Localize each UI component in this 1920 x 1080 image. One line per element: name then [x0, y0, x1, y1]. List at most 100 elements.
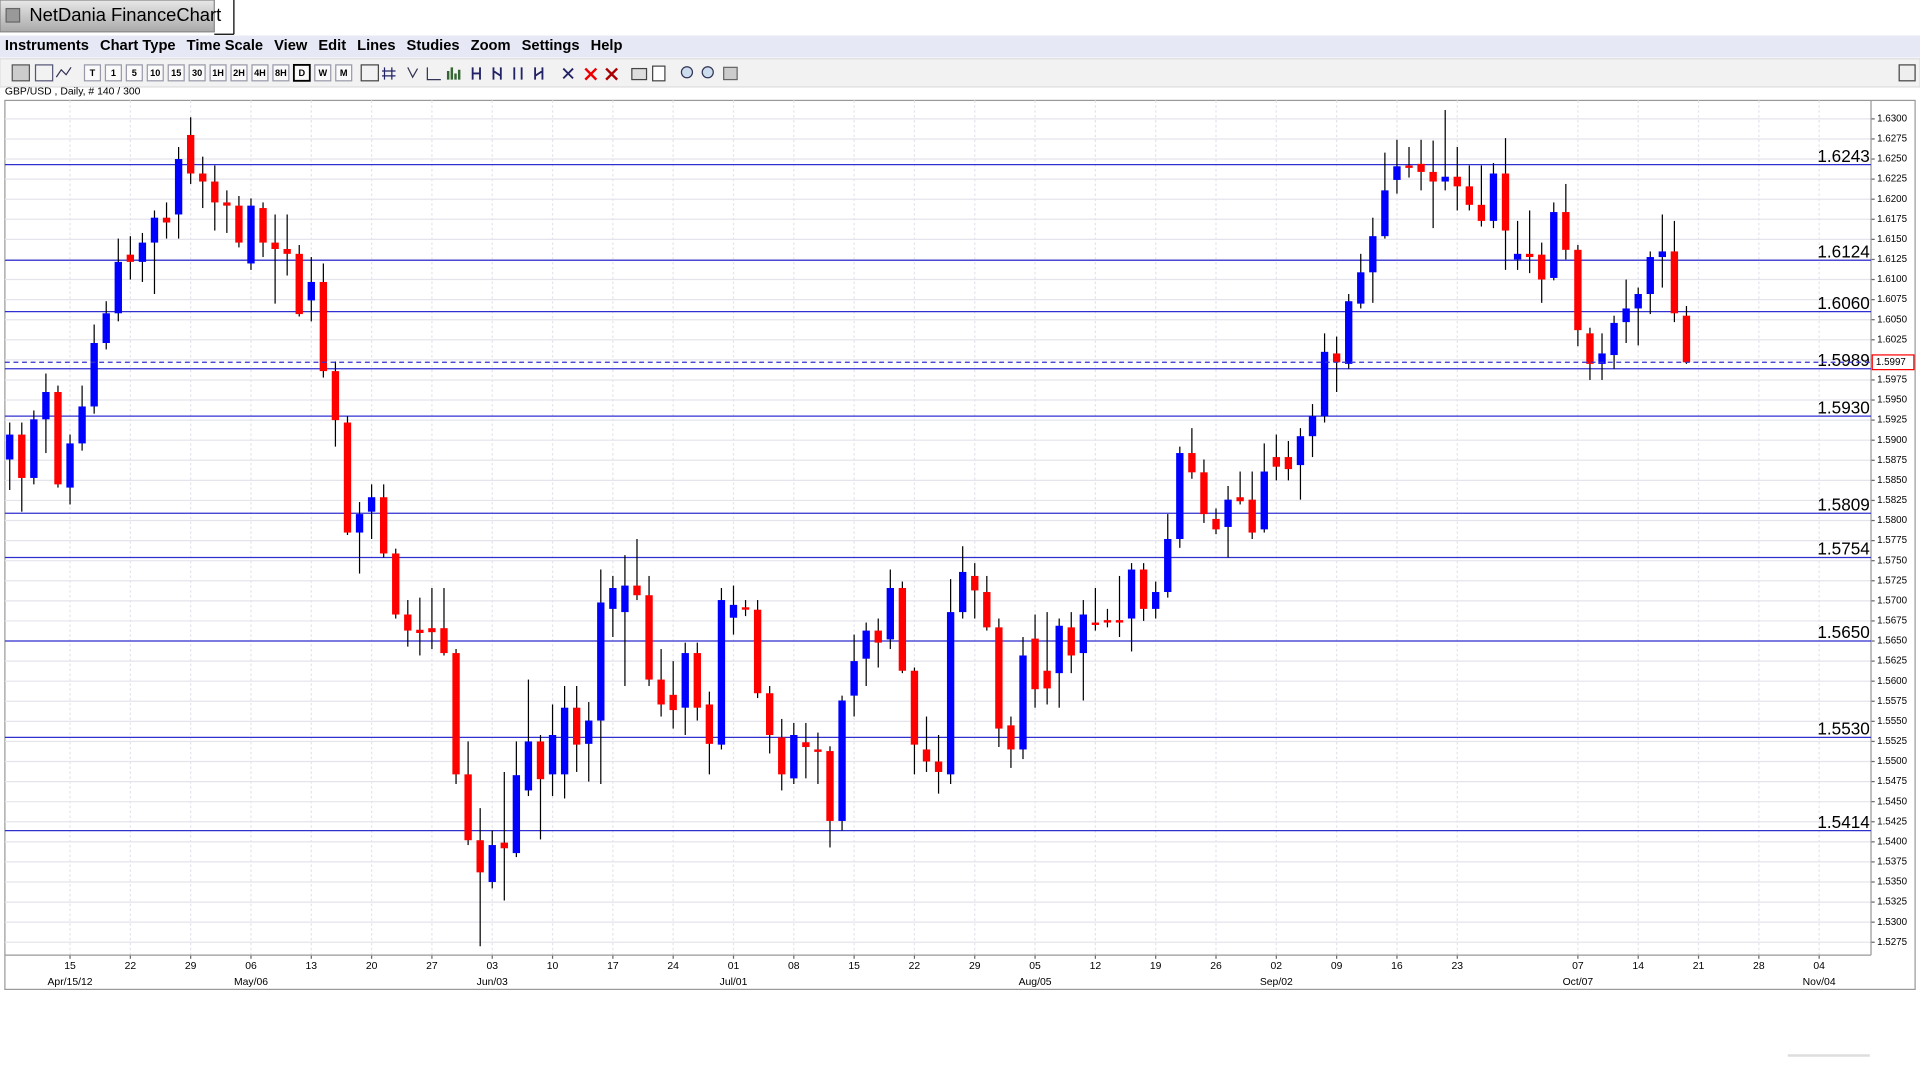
timeframe-button[interactable]: [251, 64, 269, 82]
icon-panel[interactable]: [1898, 64, 1916, 82]
candle-body: [30, 419, 38, 478]
icon-preview[interactable]: [652, 65, 666, 82]
candle-body: [633, 585, 641, 596]
candle-body: [1248, 499, 1256, 533]
candle-body: [1670, 251, 1679, 314]
candle-body: [66, 443, 74, 488]
menu-item[interactable]: Lines: [357, 38, 395, 54]
timeframe-button[interactable]: [272, 64, 290, 82]
x-tick-label: 29: [185, 961, 197, 972]
menu-item[interactable]: Chart Type: [100, 38, 176, 54]
icon-studies[interactable]: [471, 67, 544, 80]
icon-zoom-out[interactable]: [701, 66, 714, 79]
candle-body: [1188, 453, 1196, 473]
x-tick-label: 05: [1029, 961, 1041, 972]
x-date-label: Apr/15/12: [48, 977, 93, 988]
y-tick-label: 1.6025: [1877, 334, 1907, 345]
menu-item[interactable]: Settings: [522, 38, 580, 54]
x-tick-label: 28: [1753, 961, 1765, 972]
candle-body: [705, 704, 714, 744]
menu-item[interactable]: Zoom: [471, 38, 511, 54]
icon-delete[interactable]: [584, 67, 598, 81]
candle-body: [802, 742, 810, 748]
timeframe-label: 30: [192, 68, 202, 78]
timeframe-button[interactable]: [167, 64, 185, 82]
timeframe-label: T: [90, 68, 96, 78]
level-label: 1.5650: [1817, 622, 1869, 642]
x-tick-label: 17: [607, 961, 619, 972]
candle-body: [392, 553, 400, 615]
y-tick-label: 1.5650: [1877, 636, 1907, 647]
icon-tool[interactable]: [562, 67, 574, 80]
x-tick-label: 16: [1391, 961, 1403, 972]
candle-body: [1236, 497, 1244, 502]
candle-body: [946, 612, 955, 775]
icon-crosshair[interactable]: [360, 64, 379, 82]
title-tab[interactable]: [0, 0, 215, 33]
timeframe-button[interactable]: [314, 64, 332, 82]
candle-body: [1574, 249, 1582, 331]
y-tick-label: 1.5850: [1877, 475, 1907, 486]
candle-body: [1393, 166, 1401, 180]
menu-item[interactable]: Studies: [407, 38, 460, 54]
candle-body: [1164, 539, 1172, 593]
icon-delete-all[interactable]: [605, 67, 619, 81]
icon-axis[interactable]: [426, 67, 441, 81]
icon-zoom-in[interactable]: [680, 66, 694, 79]
x-tick-label: 07: [1572, 961, 1584, 972]
y-tick-label: 1.5325: [1877, 897, 1907, 908]
icon-volume[interactable]: [446, 67, 461, 80]
candle-body: [536, 741, 545, 780]
candle-body: [1127, 569, 1136, 619]
timeframe-label: D: [299, 68, 306, 78]
menu-item[interactable]: Time Scale: [187, 38, 263, 54]
candle-body: [1369, 236, 1377, 273]
candle-body: [862, 630, 870, 659]
candle-body: [1405, 165, 1413, 168]
icon-grid[interactable]: [382, 67, 396, 80]
x-tick-label: 15: [848, 961, 860, 972]
candle-body: [959, 571, 967, 613]
candle-body: [114, 261, 122, 314]
candle-body: [247, 205, 255, 264]
candle-body: [1357, 272, 1365, 304]
menu-bar: [0, 35, 1920, 58]
icon-bars[interactable]: [34, 64, 54, 82]
candle-body: [42, 392, 50, 420]
icon-reset[interactable]: [723, 66, 738, 81]
window-title: NetDania FinanceChart: [29, 4, 221, 25]
timeframe-button[interactable]: [104, 64, 122, 82]
icon-print[interactable]: [631, 67, 648, 81]
y-tick-label: 1.6175: [1877, 214, 1907, 225]
icon-candle[interactable]: [11, 64, 30, 82]
icon-arrow[interactable]: [407, 67, 419, 79]
timeframe-button[interactable]: [209, 64, 227, 82]
x-date-label: Aug/05: [1019, 977, 1052, 988]
menu-item[interactable]: View: [274, 38, 308, 54]
timeframe-button[interactable]: [335, 64, 353, 82]
x-tick-label: 12: [1090, 961, 1102, 972]
timeframe-button[interactable]: [125, 64, 143, 82]
menu-item[interactable]: Help: [591, 38, 623, 54]
candle-body: [319, 281, 328, 372]
y-tick-label: 1.6150: [1877, 234, 1907, 245]
timeframe-button[interactable]: [188, 64, 206, 82]
x-tick-label: 29: [969, 961, 981, 972]
x-tick-label: 22: [909, 961, 921, 972]
candle-body: [138, 242, 147, 262]
candle-body: [838, 700, 846, 821]
candle-body: [1115, 620, 1124, 623]
timeframe-button[interactable]: [83, 64, 102, 82]
candle-body: [1079, 614, 1087, 654]
level-label: 1.5809: [1817, 494, 1869, 514]
icon-line[interactable]: [55, 67, 72, 78]
y-tick-label: 1.6225: [1877, 174, 1907, 185]
menu-item[interactable]: Instruments: [5, 38, 89, 54]
timeframe-button[interactable]: [230, 64, 248, 82]
candle-body: [1381, 190, 1389, 237]
y-tick-label: 1.6075: [1877, 294, 1907, 305]
menu-item[interactable]: Edit: [318, 38, 346, 54]
timeframe-button[interactable]: [292, 63, 311, 82]
timeframe-button[interactable]: [146, 64, 164, 82]
